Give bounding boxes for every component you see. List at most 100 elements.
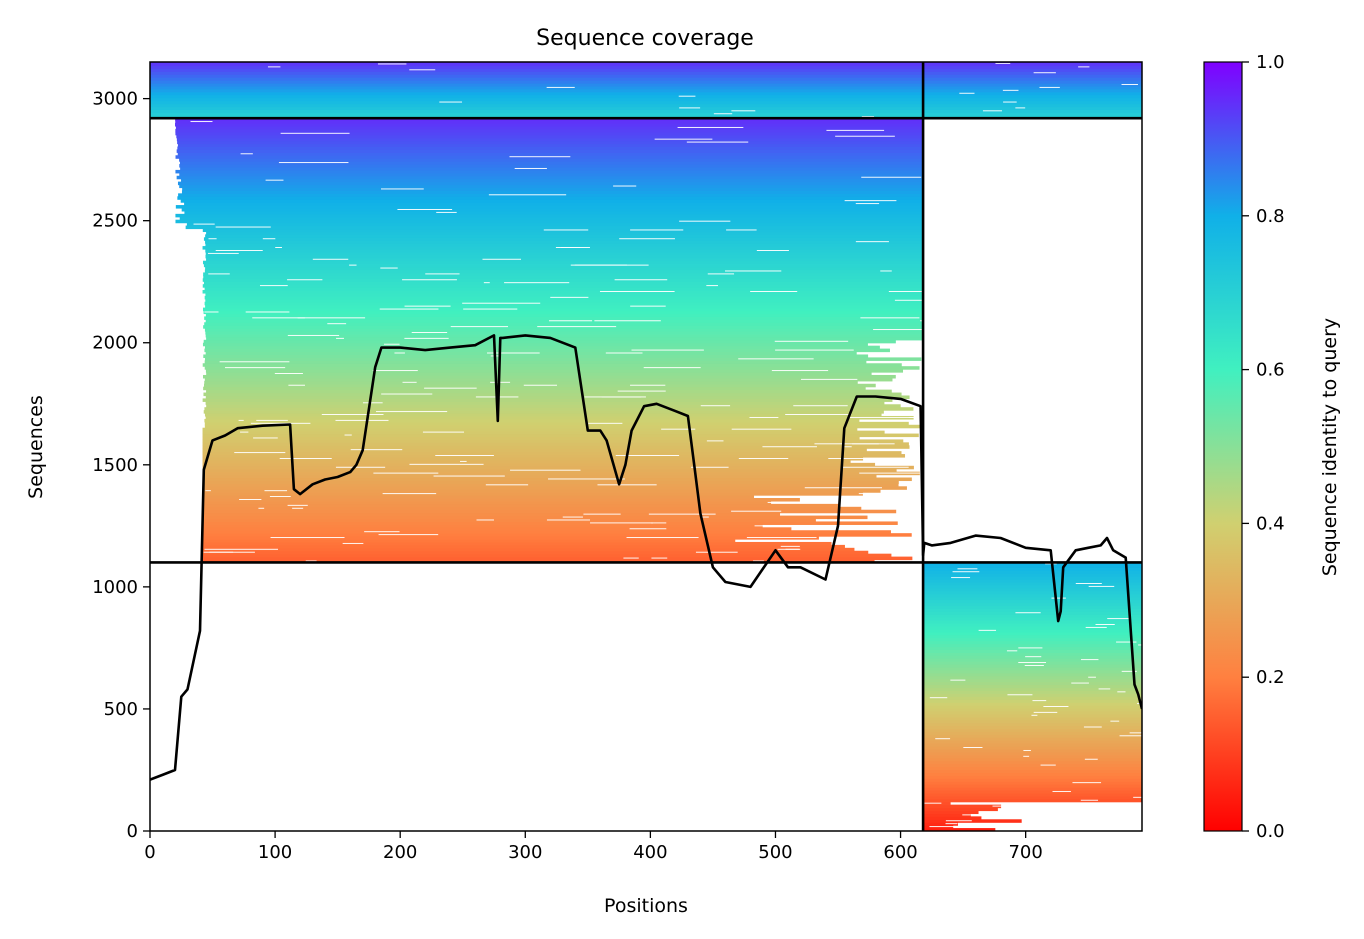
coverage-gap: [215, 226, 271, 228]
coverage-gap: [1078, 66, 1090, 68]
coverage-gap: [731, 428, 792, 430]
coverage-gap: [488, 194, 567, 196]
heatmap-row: [923, 816, 982, 820]
heatmap-row: [923, 593, 1142, 598]
x-tick-label: 700: [1008, 842, 1042, 863]
heatmap-row: [204, 357, 922, 361]
coverage-gap: [546, 86, 575, 88]
coverage-gap: [297, 317, 366, 319]
coverage-gap: [1024, 665, 1044, 666]
coverage-gap: [287, 279, 323, 281]
colorbar-tick-label: 0.8: [1256, 206, 1285, 227]
coverage-gap: [762, 446, 817, 448]
heatmap-row: [150, 112, 924, 116]
coverage-gap: [929, 826, 959, 828]
coverage-gap: [1003, 101, 1017, 103]
coverage-gap: [957, 568, 978, 570]
coverage-gap: [713, 113, 733, 115]
coverage-gap: [1083, 726, 1102, 728]
coverage-gap: [1088, 585, 1115, 587]
heatmap-row: [204, 407, 914, 411]
heatmap-row: [203, 260, 924, 265]
coverage-gap: [1033, 711, 1058, 713]
coverage-gap: [287, 504, 308, 506]
heatmap-row: [150, 91, 924, 96]
heatmap-row: [923, 68, 1142, 72]
coverage-gap: [435, 455, 494, 456]
coverage-gap: [203, 551, 255, 553]
coverage-gap: [275, 247, 282, 249]
coverage-gap: [504, 282, 570, 284]
heatmap-row: [204, 328, 924, 332]
heatmap-row: [205, 415, 914, 420]
coverage-gap: [597, 484, 657, 486]
heatmap-row: [923, 702, 1142, 706]
heatmap-row: [923, 623, 1142, 627]
heatmap-row: [202, 430, 885, 435]
coverage-gap: [605, 352, 643, 354]
coverage-gap: [250, 422, 311, 424]
x-tick-label: 300: [508, 842, 542, 863]
heatmap-row: [923, 103, 1142, 108]
coverage-gap: [706, 285, 718, 287]
heatmap-row: [182, 187, 924, 192]
y-axis: 0 500 1000 1500 2000 2500 3000: [92, 89, 150, 842]
heatmap-row: [202, 500, 772, 505]
coverage-gap: [252, 317, 305, 319]
coverage-gap: [695, 551, 738, 553]
heatmap-row: [150, 97, 924, 102]
coverage-gap: [1052, 790, 1071, 792]
coverage-line: [150, 334, 1142, 781]
heatmap-row: [202, 550, 869, 555]
heatmap-row: [202, 439, 904, 443]
heatmap-row: [179, 161, 924, 165]
coverage-gap: [1002, 89, 1019, 91]
heatmap-row: [204, 348, 890, 353]
heatmap-row: [202, 495, 755, 499]
x-tick-label: 600: [883, 842, 917, 863]
coverage-gap: [648, 513, 716, 515]
coverage-gap: [861, 176, 922, 178]
heatmap-row: [202, 442, 909, 446]
coverage-gap: [510, 469, 581, 471]
heatmap-row: [923, 754, 1142, 759]
coverage-gap: [514, 167, 547, 169]
heatmap-row: [202, 506, 862, 511]
coverage-gap: [537, 326, 617, 328]
coverage-gap: [691, 466, 729, 468]
heatmap-row: [923, 728, 1142, 732]
heatmap-row: [179, 216, 924, 221]
y-tick-label: 2500: [92, 211, 138, 232]
heatmap-row: [923, 690, 1142, 694]
coverage-gap: [780, 545, 800, 547]
coverage-gap: [726, 229, 757, 231]
coverage-gap: [204, 548, 279, 550]
heatmap-row: [150, 77, 924, 81]
coverage-gap: [258, 507, 265, 509]
coverage-gap: [686, 141, 749, 143]
coverage-gap: [804, 487, 882, 489]
coverage-gap: [924, 802, 942, 804]
heatmap-row: [202, 278, 924, 282]
heatmap-row: [923, 743, 1142, 747]
coverage-gap: [841, 466, 909, 468]
coverage-gap: [1107, 618, 1129, 620]
coverage-gap: [614, 279, 668, 281]
coverage-gap: [344, 434, 352, 436]
heatmap-row: [923, 620, 1142, 624]
coverage-gap: [700, 405, 731, 407]
coverage-gap: [375, 411, 448, 413]
coverage-gap: [630, 384, 666, 386]
heatmap-row: [923, 789, 1142, 794]
coverage-gap: [951, 577, 971, 579]
coverage-gap: [1018, 662, 1047, 664]
coverage-gap: [404, 337, 449, 339]
coverage-gap: [436, 211, 457, 213]
coverage-gap: [267, 66, 281, 68]
coverage-gap: [619, 238, 675, 240]
coverage-gap: [279, 457, 332, 459]
coverage-gap: [546, 519, 590, 521]
heatmap-block: [923, 562, 1142, 831]
y-tick-label: 3000: [92, 89, 138, 110]
heatmap-row: [175, 120, 924, 124]
